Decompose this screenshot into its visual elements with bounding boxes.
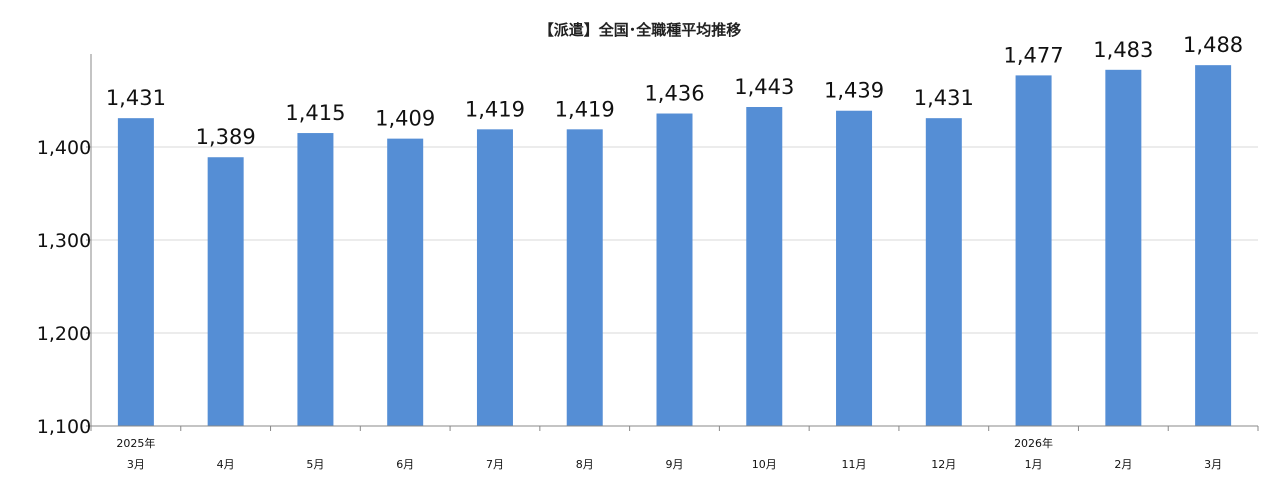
x-tick-label: 10月 — [752, 458, 777, 471]
data-label: 1,409 — [375, 107, 435, 131]
data-label: 1,439 — [824, 79, 884, 103]
x-tick-label: 12月 — [931, 458, 956, 471]
x-year-label: 2026年 — [1014, 436, 1053, 450]
data-label: 1,443 — [734, 75, 794, 99]
bar — [117, 118, 154, 427]
data-label: 1,389 — [196, 125, 256, 149]
x-tick-label: 5月 — [306, 458, 324, 471]
data-label: 1,483 — [1093, 38, 1153, 62]
bar — [297, 133, 334, 427]
bar — [387, 138, 424, 426]
bar — [656, 113, 693, 427]
x-tick-label: 1月 — [1025, 458, 1043, 471]
data-label: 1,415 — [285, 101, 345, 125]
bar — [566, 129, 603, 426]
y-tick-label: 1,400 — [37, 137, 91, 159]
x-tick-label: 9月 — [666, 458, 684, 471]
data-label: 1,419 — [555, 97, 615, 121]
x-tick-label: 7月 — [486, 458, 504, 471]
bar — [207, 157, 244, 427]
data-label: 1,477 — [1004, 43, 1064, 67]
chart-title: 【派遣】全国･全職種平均推移 — [539, 21, 742, 39]
data-label: 1,431 — [106, 86, 166, 110]
y-tick-label: 1,300 — [37, 230, 91, 252]
data-label: 1,431 — [914, 86, 974, 110]
x-year-label: 2025年 — [116, 436, 155, 450]
x-tick-label: 6月 — [396, 458, 414, 471]
x-tick-label: 3月 — [127, 458, 145, 471]
y-tick-label: 1,100 — [37, 416, 91, 438]
x-tick-label: 2月 — [1114, 458, 1132, 471]
x-tick-label: 8月 — [576, 458, 594, 471]
bar — [746, 107, 783, 426]
bar — [836, 110, 873, 426]
bar — [1105, 69, 1142, 426]
bar — [925, 118, 962, 427]
y-tick-label: 1,200 — [37, 323, 91, 345]
data-label: 1,488 — [1183, 33, 1243, 57]
x-tick-label: 3月 — [1204, 458, 1222, 471]
data-label: 1,419 — [465, 97, 525, 121]
x-tick-label: 11月 — [842, 458, 867, 471]
bar — [1015, 75, 1052, 426]
data-label: 1,436 — [644, 82, 704, 106]
bar — [1195, 65, 1232, 426]
x-tick-label: 4月 — [217, 458, 235, 471]
bar — [476, 129, 513, 426]
